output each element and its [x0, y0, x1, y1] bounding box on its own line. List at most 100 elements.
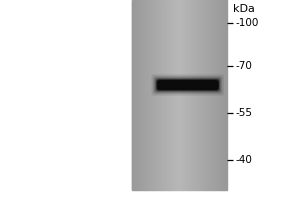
Bar	[210, 0, 211, 190]
Bar	[215, 0, 216, 190]
Bar	[206, 0, 207, 190]
Bar	[213, 0, 214, 190]
FancyBboxPatch shape	[157, 80, 218, 90]
Bar	[212, 0, 213, 190]
Bar	[169, 0, 170, 190]
Bar	[174, 0, 175, 190]
Bar	[155, 0, 156, 190]
Bar	[209, 0, 210, 190]
FancyBboxPatch shape	[155, 78, 220, 92]
FancyBboxPatch shape	[154, 77, 222, 93]
Bar	[143, 0, 144, 190]
Bar	[161, 0, 162, 190]
Bar	[186, 0, 187, 190]
Bar	[178, 0, 179, 190]
Bar	[163, 0, 164, 190]
Bar	[151, 0, 152, 190]
Bar	[159, 0, 160, 190]
Bar	[187, 0, 188, 190]
Bar	[220, 0, 221, 190]
Bar	[154, 0, 155, 190]
Bar	[216, 0, 217, 190]
Bar	[139, 0, 140, 190]
Bar	[167, 0, 168, 190]
Bar	[141, 0, 142, 190]
Bar	[184, 0, 185, 190]
Bar	[203, 0, 204, 190]
Bar	[145, 0, 146, 190]
Bar	[194, 0, 195, 190]
Bar	[183, 0, 184, 190]
Bar	[133, 0, 134, 190]
Bar	[144, 0, 145, 190]
Bar	[140, 0, 141, 190]
Bar	[157, 0, 158, 190]
Bar	[199, 0, 200, 190]
Bar	[168, 0, 169, 190]
Bar	[162, 0, 163, 190]
Bar	[138, 0, 139, 190]
Bar	[156, 0, 157, 190]
Bar	[192, 0, 193, 190]
Bar	[148, 0, 149, 190]
Bar	[181, 0, 182, 190]
Bar	[218, 0, 219, 190]
Bar	[204, 0, 205, 190]
Bar	[193, 0, 194, 190]
Bar	[137, 0, 138, 190]
Bar	[214, 0, 215, 190]
Bar	[160, 0, 161, 190]
Bar	[149, 0, 150, 190]
Bar	[147, 0, 148, 190]
Bar	[173, 0, 174, 190]
Bar	[179, 0, 180, 190]
Bar	[225, 0, 226, 190]
Bar	[172, 0, 173, 190]
Bar	[217, 0, 218, 190]
Bar	[146, 0, 147, 190]
Bar	[142, 0, 143, 190]
Bar	[158, 0, 159, 190]
Bar	[201, 0, 202, 190]
Bar	[219, 0, 220, 190]
Text: -40: -40	[236, 155, 252, 165]
Text: -70: -70	[236, 61, 252, 71]
Text: -55: -55	[236, 108, 253, 118]
Bar	[196, 0, 197, 190]
Bar	[177, 0, 178, 190]
Bar	[200, 0, 201, 190]
Bar	[135, 0, 136, 190]
Bar	[180, 0, 181, 190]
Bar	[221, 0, 222, 190]
Bar	[134, 0, 135, 190]
Bar	[208, 0, 209, 190]
Bar	[224, 0, 225, 190]
FancyBboxPatch shape	[158, 81, 218, 89]
Bar	[205, 0, 206, 190]
Bar	[191, 0, 192, 190]
Bar	[195, 0, 196, 190]
Bar	[202, 0, 203, 190]
Bar	[188, 0, 189, 190]
Bar	[132, 0, 133, 190]
Bar	[170, 0, 171, 190]
Bar	[185, 0, 186, 190]
Text: kDa: kDa	[232, 4, 254, 14]
Text: -100: -100	[236, 18, 259, 28]
Bar	[182, 0, 183, 190]
Bar	[207, 0, 208, 190]
Bar	[164, 0, 165, 190]
Bar	[189, 0, 190, 190]
FancyBboxPatch shape	[157, 79, 219, 91]
Bar	[176, 0, 177, 190]
Bar	[165, 0, 166, 190]
Bar	[152, 0, 153, 190]
FancyBboxPatch shape	[152, 75, 224, 95]
Bar	[223, 0, 224, 190]
Bar	[171, 0, 172, 190]
Bar	[198, 0, 199, 190]
Bar	[197, 0, 198, 190]
Bar	[150, 0, 151, 190]
Bar	[136, 0, 137, 190]
Bar	[222, 0, 223, 190]
